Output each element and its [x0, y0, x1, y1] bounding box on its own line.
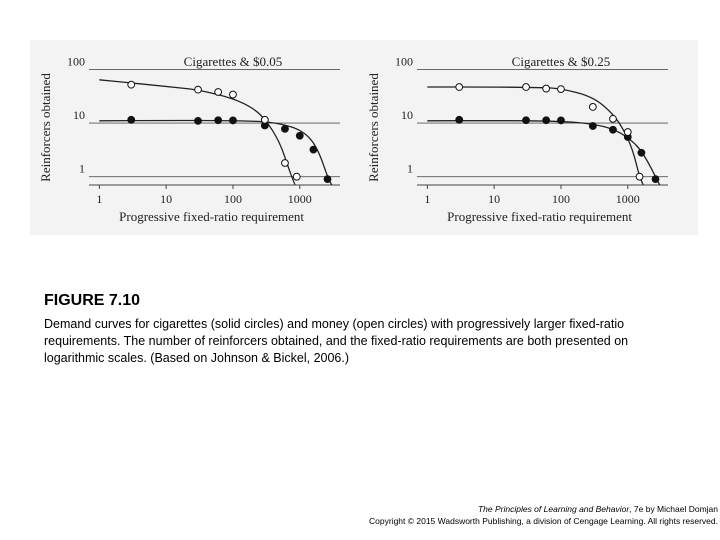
footer-copyright: Copyright © 2015 Wadsworth Publishing, a…	[369, 516, 718, 526]
money-demand-curve	[427, 86, 644, 186]
money-demand-curve	[99, 79, 296, 186]
cigarette-point	[323, 175, 332, 184]
x-tick-label: 1	[96, 192, 102, 206]
x-axis-label: Progressive fixed-ratio requirement	[119, 209, 304, 224]
cigarette-demand-curve	[99, 119, 333, 186]
money-point	[588, 103, 597, 111]
figure-caption: Demand curves for cigarettes (solid circ…	[44, 317, 629, 365]
y-tick-label: 10	[73, 108, 85, 122]
x-tick-label: 10	[160, 192, 172, 206]
x-tick-label: 100	[224, 192, 242, 206]
x-tick-label: 10	[488, 192, 500, 206]
y-tick-label: 1	[407, 162, 413, 176]
cigarette-demand-curve	[427, 120, 661, 186]
money-point	[609, 114, 617, 123]
cigarette-point	[229, 116, 237, 125]
chart-panel-right: Cigarettes & $0.25 1 10 100 1000 Progressive …	[358, 40, 698, 235]
money-point	[455, 83, 464, 91]
money-point	[127, 80, 136, 89]
cigarette-point	[194, 116, 202, 125]
money-point	[522, 83, 530, 91]
money-point	[292, 172, 301, 181]
footer-book-title: The Principles of Learning and Behavior	[477, 504, 630, 514]
chart-right: Cigarettes & $0.25 1 10 100 1000 Progressive …	[366, 54, 668, 224]
chart-title: Cigarettes & $0.05	[184, 54, 283, 69]
footer-edition: , 7e by Michael Domjan	[629, 504, 718, 514]
footer-citation: The Principles of Learning and Behavior,…	[369, 503, 718, 515]
cigarette-point	[214, 116, 223, 125]
x-tick-label: 100	[552, 192, 570, 206]
cigarette-point	[542, 116, 551, 125]
y-axis-label: Reinforcers obtained	[38, 73, 53, 182]
money-point	[281, 159, 289, 167]
chart-left: Cigarettes & $0.05 1 10 100 1000 Progressive …	[38, 54, 340, 224]
y-tick-label: 100	[395, 54, 413, 68]
cigarette-point	[455, 115, 464, 124]
money-point	[635, 172, 644, 181]
cigarette-point	[651, 175, 660, 184]
money-point	[557, 85, 565, 93]
cigarette-point	[127, 115, 136, 124]
footer: The Principles of Learning and Behavior,…	[369, 503, 718, 527]
chart-title: Cigarettes & $0.25	[512, 54, 611, 69]
x-axis-label: Progressive fixed-ratio requirement	[447, 209, 632, 224]
cigarette-point	[557, 116, 565, 125]
money-point	[260, 115, 269, 124]
x-tick-label: 1	[424, 192, 430, 206]
figure-title: FIGURE 7.10	[44, 292, 141, 309]
money-point	[542, 84, 551, 93]
cigarette-point	[281, 124, 289, 133]
cigarette-point	[637, 148, 646, 157]
money-point	[623, 128, 632, 136]
money-point	[214, 88, 223, 96]
cigarette-point	[609, 125, 617, 134]
cigarette-point	[522, 116, 530, 125]
y-tick-label: 1	[79, 162, 85, 176]
x-tick-label: 1000	[288, 192, 312, 206]
y-axis-label: Reinforcers obtained	[366, 73, 381, 182]
cigarette-point	[309, 145, 318, 154]
cigarette-point	[588, 122, 597, 130]
x-tick-label: 1000	[616, 192, 640, 206]
chart-panel-left: Cigarettes & $0.05 1 10 100 1000 Progressive …	[30, 40, 370, 235]
cigarette-point	[295, 131, 304, 140]
money-point	[229, 90, 237, 99]
money-point	[194, 85, 202, 94]
y-tick-label: 10	[401, 108, 413, 122]
y-tick-label: 100	[67, 54, 85, 68]
